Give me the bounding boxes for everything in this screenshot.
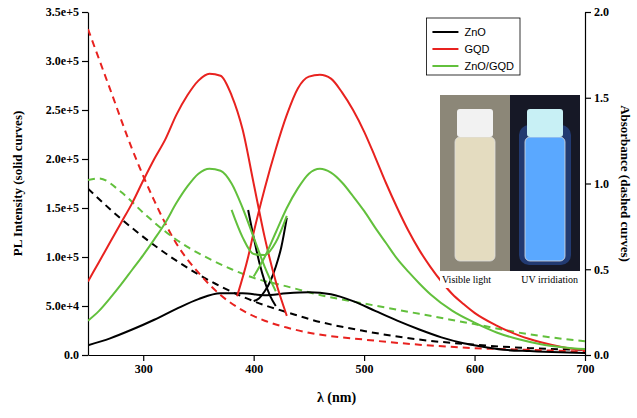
inset-caption: Visible light	[442, 274, 491, 285]
tick: 500	[356, 355, 374, 376]
pl-curve	[88, 292, 585, 353]
tick-mark	[82, 306, 88, 307]
tick: 1.5	[585, 91, 609, 105]
caption-patch	[440, 271, 580, 288]
tick-label: 0.5	[594, 263, 609, 277]
x-axis-line	[89, 355, 586, 356]
pl-curve	[88, 74, 287, 316]
tick-mark	[82, 61, 88, 62]
inset-panel	[440, 95, 510, 271]
tick: 3.0e+5	[46, 54, 88, 68]
tick: 1.0e+5	[46, 250, 88, 264]
tick-mark	[585, 12, 591, 13]
tick: 2.0	[585, 5, 609, 19]
legend-label: ZnO/GQD	[464, 60, 514, 72]
tick-label: 500	[356, 362, 374, 376]
tick-mark	[364, 355, 365, 361]
vial	[525, 137, 565, 261]
vial-glow	[519, 125, 571, 265]
tick-label: 0.0	[64, 348, 79, 362]
tick-label: 1.5	[594, 91, 609, 105]
legend-label: ZnO	[464, 26, 486, 38]
tick-label: 2.0e+5	[46, 152, 79, 166]
tick: 300	[135, 355, 153, 376]
tick-label: 600	[466, 362, 484, 376]
tick-label: 700	[577, 362, 595, 376]
tick-mark	[254, 355, 255, 361]
tick-label: 2.0	[594, 5, 609, 19]
vial-cap	[457, 109, 493, 137]
y-axis: 0.0 5.0e+4 1.0e+5 1.5e+5 2.0e+5 2.5e+5 3.0e+5 3…	[46, 5, 89, 362]
tick-label: 400	[245, 362, 263, 376]
tick-mark	[82, 12, 88, 13]
tick: 0.0	[64, 348, 88, 362]
inset-caption: UV irridiation	[521, 274, 578, 285]
tick: 600	[466, 355, 484, 376]
x-axis-title: λ (nm)	[317, 390, 356, 406]
y2-axis: 0.0 0.5 1.0 1.5 2.0	[585, 5, 609, 362]
y-axis-line	[88, 13, 89, 356]
tick-mark	[474, 355, 475, 361]
tick-label: 1.0	[594, 177, 609, 191]
tick: 0.5	[585, 263, 609, 277]
tick-mark	[143, 355, 144, 361]
tick-label: 5.0e+4	[46, 299, 79, 313]
tick: 3.5e+5	[46, 5, 88, 19]
tick-label: 300	[135, 362, 153, 376]
y2-axis-title: Absorbance (dashed curves)	[618, 105, 633, 262]
vial	[455, 137, 495, 261]
absorbance-curve	[88, 29, 585, 351]
tick-label: 0.0	[594, 348, 609, 362]
tick: 400	[245, 355, 263, 376]
tick-mark	[82, 159, 88, 160]
tick-mark	[585, 98, 591, 99]
y-axis-title: PL Intensity (solid curves)	[10, 111, 25, 257]
legend: ZnO GQD ZnO/GQD	[426, 18, 520, 75]
tick: 700	[577, 355, 595, 376]
pl-curve	[232, 210, 287, 255]
tick-mark	[585, 355, 591, 356]
legend-box	[426, 18, 520, 75]
tick-label: 1.0e+5	[46, 250, 79, 264]
tick-mark	[82, 355, 88, 356]
tick-mark	[82, 257, 88, 258]
pl-curve	[88, 169, 276, 321]
tick-mark	[82, 110, 88, 111]
tick-label: 3.5e+5	[46, 5, 79, 19]
legend-label: GQD	[464, 43, 489, 55]
tick: 0.0	[585, 348, 609, 362]
tick: 2.0e+5	[46, 152, 88, 166]
legend-swatch	[432, 65, 458, 67]
inset: Visible light UV irridiation	[440, 95, 580, 288]
legend-swatch	[432, 31, 458, 33]
tick-mark	[82, 208, 88, 209]
tick-mark	[585, 269, 591, 270]
tick: 5.0e+4	[46, 299, 88, 313]
vial-cap	[527, 109, 563, 137]
chart: 3004005006007000.05.0e+41.0e+51.5e+52.0e…	[0, 0, 637, 418]
tick-label: 3.0e+5	[46, 54, 79, 68]
tick: 1.5e+5	[46, 201, 88, 215]
plot-area	[88, 29, 585, 353]
tick-label: 2.5e+5	[46, 103, 79, 117]
x-axis: 300 400 500 600 700	[89, 355, 595, 376]
inset-panel	[510, 95, 580, 271]
tick-label: 1.5e+5	[46, 201, 79, 215]
pl-curve	[237, 75, 585, 350]
tick: 2.5e+5	[46, 103, 88, 117]
tick: 1.0	[585, 177, 609, 191]
tick-mark	[585, 183, 591, 184]
legend-swatch	[432, 48, 458, 50]
